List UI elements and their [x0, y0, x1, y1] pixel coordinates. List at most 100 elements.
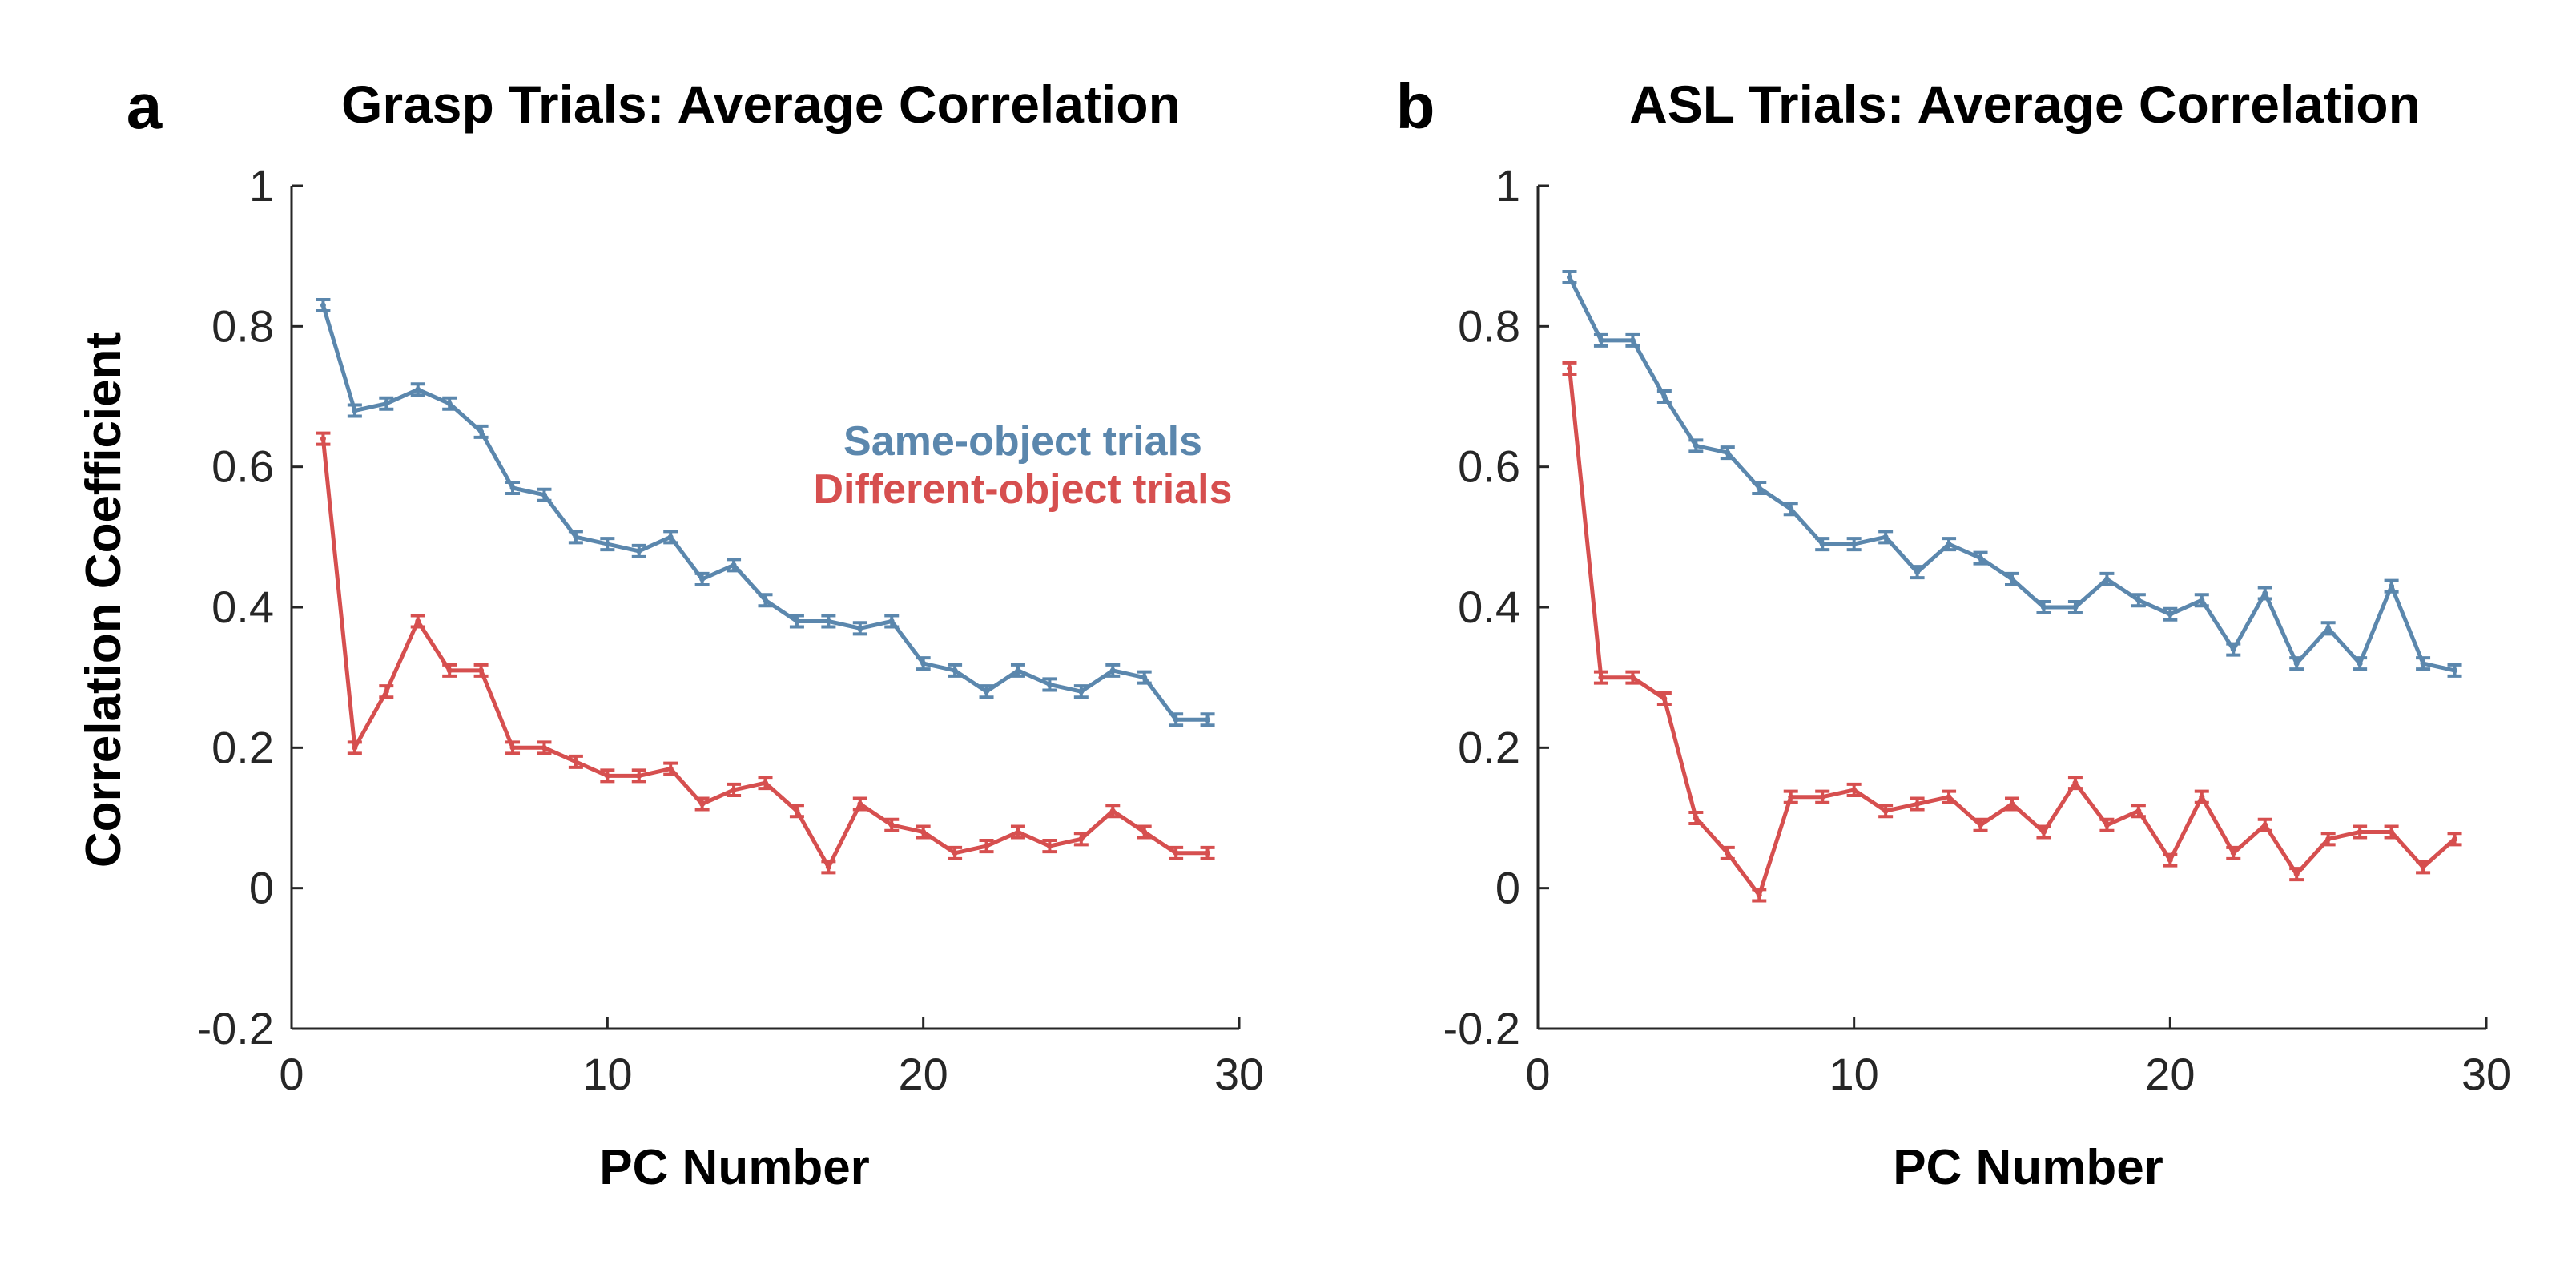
panel-a: a Grasp Trials: Average Correlation Corr…: [76, 71, 1264, 1195]
data-point: [794, 618, 800, 625]
data-point: [2230, 850, 2236, 856]
data-point: [2452, 836, 2458, 842]
data-point: [1205, 850, 1211, 856]
data-point: [763, 597, 768, 603]
data-point: [320, 302, 326, 308]
data-point: [1788, 506, 1794, 512]
data-point: [2357, 829, 2363, 836]
data-point: [1141, 675, 1148, 681]
data-point: [415, 618, 421, 625]
data-point: [1629, 675, 1636, 681]
data-point: [888, 618, 895, 625]
data-point: [1756, 892, 1762, 898]
data-point: [2167, 857, 2173, 864]
data-point: [952, 850, 958, 856]
data-point: [1914, 800, 1921, 807]
data-point: [1756, 485, 1762, 491]
data-point: [604, 772, 610, 779]
data-point: [731, 787, 737, 793]
data-point: [2262, 590, 2268, 596]
x-tick-label: 10: [582, 1049, 632, 1099]
data-point: [1693, 815, 1699, 821]
data-point: [699, 800, 706, 807]
y-tick-label: 0: [1495, 863, 1520, 913]
data-point: [2199, 794, 2205, 800]
data-point: [1173, 716, 1179, 723]
data-point: [857, 800, 863, 807]
data-point: [1819, 541, 1825, 547]
series-line-same-object: [1568, 276, 2456, 673]
data-point: [763, 780, 768, 786]
y-tick-label: 0.8: [211, 300, 274, 351]
panel-a-title: Grasp Trials: Average Correlation: [341, 75, 1181, 134]
data-point: [1725, 449, 1731, 456]
x-tick-label: 30: [2461, 1049, 2511, 1099]
data-point: [920, 829, 927, 836]
y-tick-label: 0.2: [211, 722, 274, 772]
data-point: [604, 541, 610, 547]
data-point: [2230, 647, 2236, 653]
data-point: [541, 744, 547, 751]
y-tick-label: -0.2: [1443, 1003, 1521, 1054]
panel-b: b ASL Trials: Average Correlation PC Num…: [1396, 71, 2512, 1195]
data-point: [1978, 822, 1984, 828]
data-point: [573, 759, 579, 765]
data-point: [1693, 442, 1699, 449]
x-tick-label: 0: [279, 1049, 304, 1099]
x-tick-label: 0: [1525, 1049, 1550, 1099]
data-point: [383, 688, 389, 695]
data-point: [478, 429, 485, 435]
panel-a-plot-area: -0.200.20.40.60.810 10 20 30: [197, 160, 1265, 1099]
data-point: [2135, 808, 2142, 814]
data-point: [541, 492, 547, 498]
data-point: [2167, 611, 2173, 618]
data-point: [1946, 794, 1952, 800]
data-point: [1819, 794, 1825, 800]
data-point: [1598, 337, 1604, 344]
data-point: [2199, 597, 2205, 603]
y-tick-label: 0.6: [211, 441, 274, 492]
x-tick-label: 20: [899, 1049, 948, 1099]
data-point: [1851, 787, 1858, 793]
data-point: [2389, 829, 2395, 836]
panel-b-xlabel: PC Number: [1893, 1140, 2163, 1195]
panel-b-letter: b: [1396, 71, 1435, 142]
data-point: [1978, 555, 1984, 562]
data-point: [825, 864, 831, 870]
x-tick-label: 20: [2145, 1049, 2195, 1099]
data-point: [1882, 534, 1889, 540]
data-point: [2135, 597, 2142, 603]
data-point: [1046, 681, 1053, 687]
data-point: [667, 766, 674, 772]
panel-a-letter: a: [127, 71, 163, 142]
data-point: [2452, 667, 2458, 674]
data-point: [2072, 604, 2079, 610]
data-point: [825, 618, 831, 625]
data-point: [2262, 822, 2268, 828]
data-point: [509, 744, 516, 751]
data-point: [2072, 780, 2079, 786]
data-point: [1725, 850, 1731, 856]
data-point: [1661, 393, 1668, 400]
y-tick-label: 0.2: [1458, 722, 1520, 772]
data-point: [446, 401, 453, 407]
data-point: [1141, 829, 1148, 836]
data-point: [1566, 365, 1572, 372]
data-point: [794, 808, 800, 814]
data-point: [1851, 541, 1858, 547]
data-point: [1078, 688, 1085, 695]
data-point: [984, 688, 990, 695]
y-tick-label: 0: [249, 863, 274, 913]
data-point: [383, 401, 389, 407]
panel-b-plot-area: -0.200.20.40.60.810 10 20 30: [1443, 160, 2512, 1099]
data-point: [2325, 836, 2332, 842]
data-point: [667, 534, 674, 540]
panel-a-ylabel: Correlation Coefficient: [76, 332, 131, 868]
data-point: [1629, 337, 1636, 344]
data-point: [352, 408, 358, 414]
data-point: [1788, 794, 1794, 800]
data-point: [2009, 576, 2015, 582]
y-tick-label: 1: [1495, 160, 1520, 211]
data-point: [1661, 695, 1668, 702]
